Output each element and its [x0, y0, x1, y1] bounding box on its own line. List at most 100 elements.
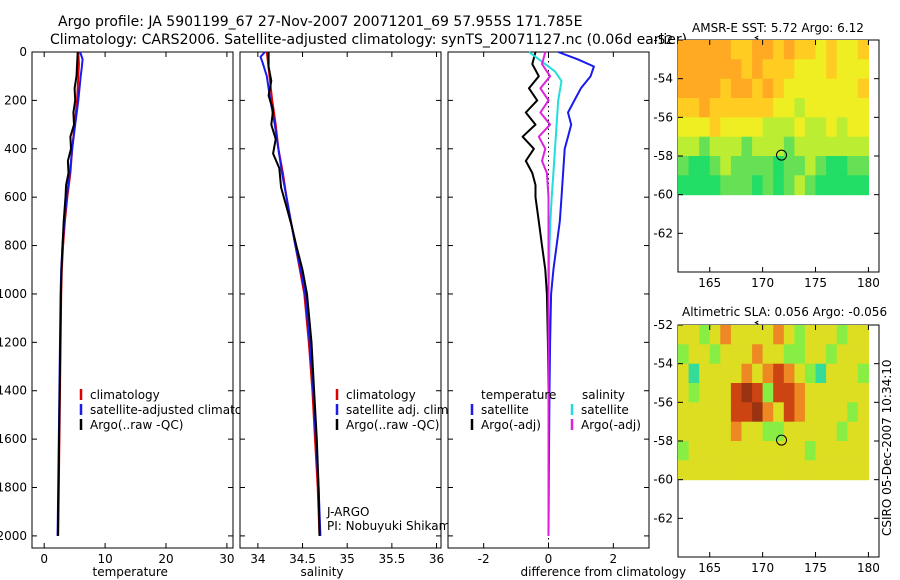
heatmap-cell	[783, 136, 795, 157]
heatmap-cell	[752, 40, 764, 60]
heatmap-cell	[720, 98, 732, 118]
heatmap-cell	[815, 344, 827, 365]
heatmap-cell	[857, 136, 869, 157]
heatmap-cell	[752, 344, 764, 365]
y-tick-label: -54	[653, 357, 673, 371]
heatmap-cell	[678, 175, 690, 196]
legend-entry: Argo(..raw -QC)	[90, 418, 183, 432]
heatmap-cell	[752, 156, 764, 176]
annotation-text: PI: Nobuyuki Shikama	[327, 519, 458, 533]
heatmap-cell	[699, 156, 711, 176]
heatmap-cell	[762, 441, 774, 461]
argo-position-marker	[776, 149, 788, 161]
heatmap-cell	[815, 59, 827, 80]
heatmap-cell	[730, 363, 743, 384]
heatmap-cell	[688, 363, 700, 384]
heatmap-cell	[826, 325, 838, 345]
heatmap-cell	[826, 383, 838, 403]
x-axis-label: difference from climatology	[521, 565, 687, 579]
heatmap-cell	[762, 98, 774, 118]
heatmap-cell	[699, 441, 711, 461]
heatmap-cell	[773, 383, 785, 403]
heatmap-cell	[857, 175, 869, 196]
heatmap-cell	[836, 421, 848, 442]
heatmap-cell	[847, 40, 859, 60]
legend-entry: climatology	[90, 388, 160, 402]
heatmap-cell	[688, 460, 700, 481]
legend-header: temperature	[481, 388, 556, 402]
heatmap-cell	[699, 117, 711, 138]
heatmap-cell	[857, 59, 869, 80]
heatmap-cell	[804, 40, 817, 60]
heatmap-cell	[762, 344, 774, 365]
x-tick-label: 0	[40, 552, 48, 566]
heatmap-cell	[752, 421, 764, 442]
legend-entry: climatology	[346, 388, 416, 402]
heatmap-cell	[826, 59, 838, 80]
x-tick-label: 34	[250, 552, 265, 566]
heatmap-cell	[847, 402, 859, 423]
heatmap-cell	[836, 325, 848, 345]
legend-entry: Argo(-adj)	[581, 418, 641, 432]
heatmap-cell	[699, 40, 711, 60]
heatmap-cell	[773, 59, 785, 80]
heatmap-cell	[815, 156, 827, 176]
heatmap-cell	[773, 421, 785, 442]
footer-stamp: CSIRO 05-Dec-2007 10:34:10	[880, 359, 894, 536]
x-tick-label: 35.5	[379, 552, 406, 566]
heatmap-cell	[836, 78, 848, 99]
heatmap-cell	[752, 460, 764, 481]
heatmap-cell	[730, 59, 743, 80]
y-tick-label: -60	[653, 473, 673, 487]
heatmap-cell	[847, 59, 859, 80]
heatmap-cell	[826, 421, 838, 442]
heatmap-cell	[730, 136, 743, 157]
legend-entry: satellite	[581, 403, 629, 417]
x-tick-label: 36	[429, 552, 444, 566]
heatmap-cell	[752, 59, 764, 80]
heatmap-cell	[741, 136, 753, 157]
heatmap-cell	[709, 421, 721, 442]
y-tick-label: 2000	[0, 529, 27, 543]
plot-frame	[31, 51, 234, 549]
heatmap-cell	[762, 136, 774, 157]
heatmap-cell	[720, 156, 732, 176]
heatmap-cell	[783, 175, 795, 196]
x-tick-label: 30	[219, 552, 234, 566]
y-tick-label: -62	[653, 226, 673, 240]
heatmap-cell	[836, 441, 848, 461]
heatmap-cell	[709, 344, 721, 365]
heatmap-cell	[794, 136, 806, 157]
heatmap-cell	[688, 136, 700, 157]
x-tick-label: 175	[804, 561, 827, 575]
y-tick-label: -54	[653, 72, 673, 86]
heatmap-cell	[794, 40, 806, 60]
heatmap-cell	[847, 98, 859, 118]
heatmap-cell	[794, 175, 806, 196]
heatmap-cell	[741, 441, 753, 461]
heatmap-cell	[804, 117, 817, 138]
y-tick-label: -58	[653, 434, 673, 448]
heatmap-cell	[815, 421, 827, 442]
heatmap-cell	[773, 136, 785, 157]
heatmap-cell	[826, 175, 838, 196]
heatmap-cell	[783, 78, 795, 99]
heatmap-cell	[804, 421, 817, 442]
heatmap-cell	[804, 98, 817, 118]
heatmap-cell	[804, 344, 817, 365]
heatmap-cell	[826, 344, 838, 365]
y-tick-label: -56	[653, 395, 673, 409]
heatmap-cell	[815, 117, 827, 138]
y-tick-label: 1200	[0, 335, 27, 349]
heatmap-cell	[794, 421, 806, 442]
heatmap-cell	[752, 136, 764, 157]
heatmap-cell	[773, 40, 785, 60]
heatmap-cell	[836, 383, 848, 403]
legend-entry: satellite	[481, 403, 529, 417]
heatmap-cell	[783, 98, 795, 118]
heatmap-cell	[762, 460, 774, 481]
heatmap-cell	[752, 441, 764, 461]
series-line-argo-raw-qc-	[267, 52, 321, 536]
heatmap-cell	[847, 344, 859, 365]
direction-arrow-icon	[754, 35, 759, 40]
